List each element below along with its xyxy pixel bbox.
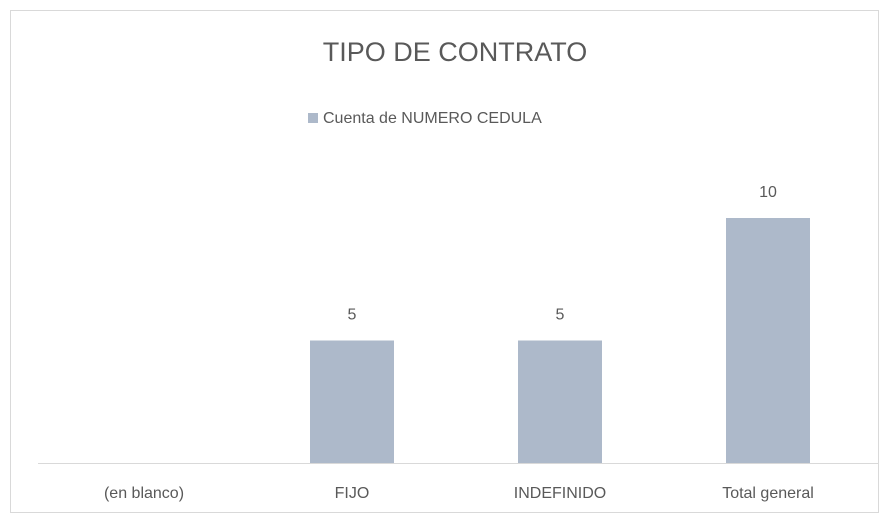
data-label: 10 (759, 184, 777, 201)
legend-label: Cuenta de NUMERO CEDULA (323, 110, 542, 127)
data-label: 5 (556, 307, 565, 324)
bar (518, 340, 602, 463)
data-label: 5 (348, 307, 357, 324)
x-tick-label: INDEFINIDO (514, 485, 606, 502)
bar (310, 340, 394, 463)
x-tick-label: FIJO (335, 485, 370, 502)
bar (726, 218, 810, 463)
x-tick-label: (en blanco) (104, 485, 184, 502)
x-tick-label: Total general (722, 485, 814, 502)
chart-title: TIPO DE CONTRATO (323, 37, 588, 67)
legend-swatch (308, 113, 318, 123)
